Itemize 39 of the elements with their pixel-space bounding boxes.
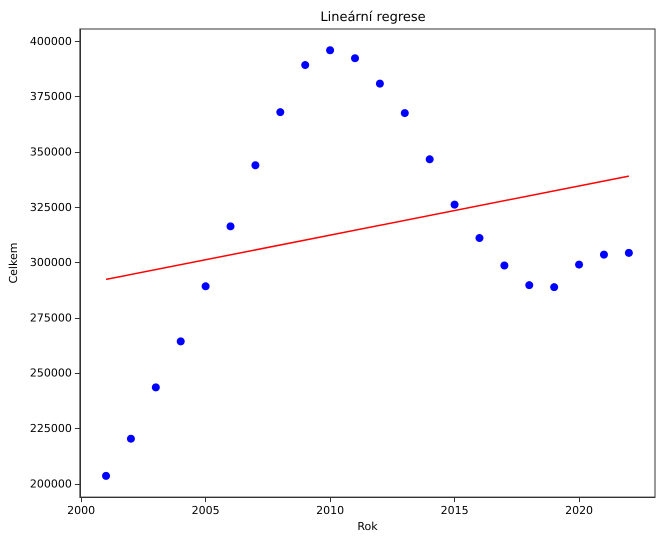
- point: [450, 200, 459, 209]
- point: [326, 46, 334, 54]
- point: [426, 155, 434, 164]
- y-axis-title: Celkem: [7, 242, 20, 284]
- y-tick-label: 325000: [30, 200, 72, 214]
- chart-title: Lineární regrese: [320, 10, 426, 25]
- point: [102, 472, 110, 480]
- point: [152, 383, 160, 392]
- x-tick-label: 2010: [316, 504, 344, 518]
- x-axis-title: Rok: [357, 520, 378, 533]
- point: [475, 234, 484, 242]
- x-tick-label: 2000: [67, 504, 96, 518]
- point: [624, 248, 633, 257]
- point: [301, 61, 310, 70]
- point: [550, 283, 558, 292]
- y-tick-label: 400000: [30, 34, 72, 48]
- point: [226, 222, 235, 230]
- point: [351, 54, 359, 62]
- y-tick-label: 375000: [30, 90, 72, 104]
- point: [575, 260, 584, 269]
- point: [600, 250, 608, 259]
- point: [525, 281, 534, 290]
- x-tick-label: 2015: [440, 504, 469, 518]
- x-tick-label: 2005: [192, 504, 220, 518]
- point: [176, 337, 185, 346]
- y-tick-label: 200000: [30, 477, 72, 490]
- y-tick-label: 300000: [30, 256, 72, 270]
- y-tick-label: 275000: [30, 311, 72, 324]
- point: [202, 282, 210, 290]
- x-tick-label: 2020: [565, 504, 594, 518]
- y-tick-label: 225000: [30, 422, 72, 436]
- point: [400, 109, 409, 118]
- point: [276, 108, 284, 116]
- point: [126, 434, 135, 443]
- y-tick-label: 250000: [30, 366, 72, 380]
- point: [500, 261, 508, 270]
- point: [251, 161, 260, 170]
- point: [376, 80, 384, 88]
- y-tick-label: 350000: [30, 146, 72, 158]
